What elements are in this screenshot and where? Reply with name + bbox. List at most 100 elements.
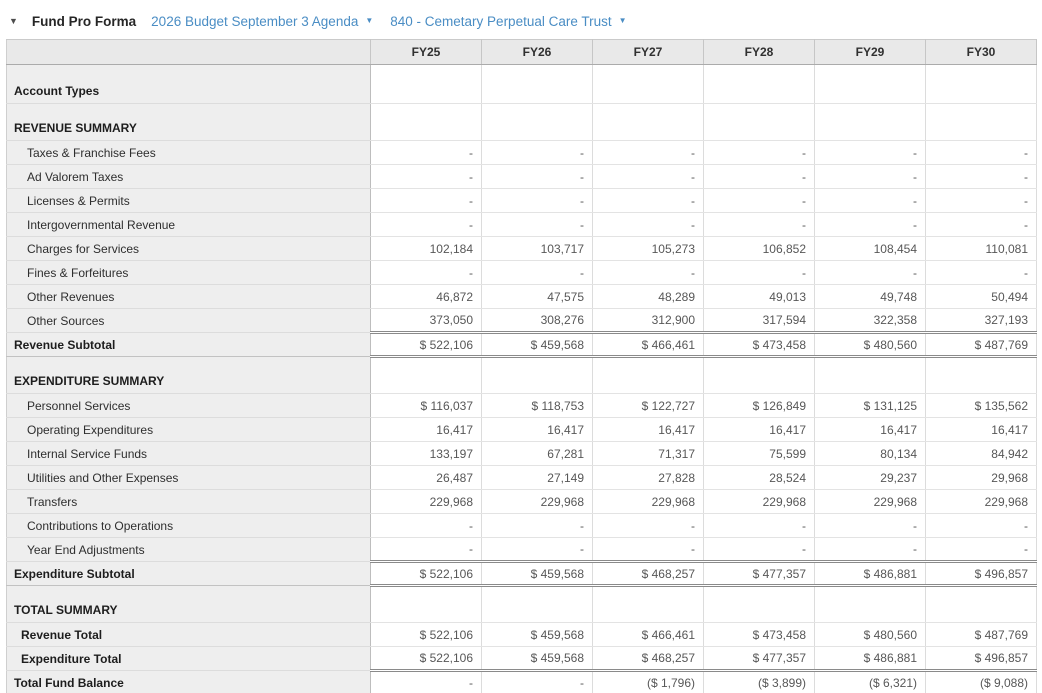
cell-fy29: 29,237 (814, 465, 926, 490)
table-row-other-revenues: Other Revenues 46,872 47,575 48,289 49,013 49… (6, 284, 1037, 309)
cell-fy26: $ 459,568 (481, 646, 593, 671)
cell-fy27: 48,289 (592, 284, 704, 309)
cell-fy28: 16,417 (703, 417, 815, 442)
cell-fy25: $ 522,106 (370, 331, 482, 358)
cell-fy27: $ 122,727 (592, 393, 704, 418)
row-label: Intergovernmental Revenue (6, 212, 371, 237)
table-row-expenditure-summary: EXPENDITURE SUMMARY (6, 356, 1037, 394)
column-header-fy28: FY28 (703, 39, 815, 65)
cell-fy26: $ 459,568 (481, 622, 593, 647)
chevron-down-icon: ▼ (365, 16, 374, 25)
cell-fy27: $ 466,461 (592, 622, 704, 647)
toolbar: ▼ Fund Pro Forma 2026 Budget September 3… (0, 0, 1042, 32)
cell-fy30: ($ 9,088) (925, 669, 1037, 693)
cell-fy30: 16,417 (925, 417, 1037, 442)
cell-fy25: 26,487 (370, 465, 482, 490)
cell-fy27 (592, 103, 704, 141)
column-header-fy29: FY29 (814, 39, 926, 65)
cell-fy29: $ 486,881 (814, 646, 926, 671)
row-label: Fines & Forfeitures (6, 260, 371, 285)
cell-fy29: - (814, 513, 926, 538)
cell-fy29: 49,748 (814, 284, 926, 309)
cell-fy28 (703, 585, 815, 623)
cell-fy30: 50,494 (925, 284, 1037, 309)
row-label: Personnel Services (6, 393, 371, 418)
cell-fy26: - (481, 212, 593, 237)
cell-fy29: 80,134 (814, 441, 926, 466)
cell-fy26: 103,717 (481, 236, 593, 261)
cell-fy28: 229,968 (703, 489, 815, 514)
cell-fy28: $ 473,458 (703, 331, 815, 358)
cell-fy27: 105,273 (592, 236, 704, 261)
cell-fy29: $ 480,560 (814, 331, 926, 358)
row-label: Year End Adjustments (6, 537, 371, 562)
fund-pro-forma-table: FY25 FY26 FY27 FY28 FY29 FY30 Account Types RE… (6, 39, 1037, 693)
cell-fy25: 16,417 (370, 417, 482, 442)
cell-fy26: 67,281 (481, 441, 593, 466)
cell-fy27: $ 466,461 (592, 331, 704, 358)
row-label: EXPENDITURE SUMMARY (6, 356, 371, 394)
cell-fy30: - (925, 260, 1037, 285)
cell-fy25: 229,968 (370, 489, 482, 514)
cell-fy28 (703, 64, 815, 104)
cell-fy29: 108,454 (814, 236, 926, 261)
cell-fy27: 27,828 (592, 465, 704, 490)
table-row-expenditure-total: Expenditure Total $ 522,106 $ 459,568 $ 468… (6, 646, 1037, 671)
row-label: REVENUE SUMMARY (6, 103, 371, 141)
column-header-fy26: FY26 (481, 39, 593, 65)
page-title: Fund Pro Forma (31, 13, 137, 29)
cell-fy26: 47,575 (481, 284, 593, 309)
cell-fy25: - (370, 164, 482, 189)
cell-fy27 (592, 356, 704, 394)
cell-fy28: 28,524 (703, 465, 815, 490)
cell-fy30: $ 487,769 (925, 622, 1037, 647)
cell-fy25: 373,050 (370, 308, 482, 333)
cell-fy30: $ 487,769 (925, 331, 1037, 358)
cell-fy27: - (592, 164, 704, 189)
cell-fy28: - (703, 537, 815, 562)
cell-fy26: - (481, 164, 593, 189)
cell-fy25: $ 116,037 (370, 393, 482, 418)
cell-fy30: 84,942 (925, 441, 1037, 466)
budget-dropdown[interactable]: 2026 Budget September 3 Agenda ▼ (151, 14, 373, 29)
collapse-caret-icon[interactable]: ▼ (9, 15, 18, 26)
cell-fy28: $ 473,458 (703, 622, 815, 647)
row-label: Other Revenues (6, 284, 371, 309)
cell-fy25: - (370, 260, 482, 285)
cell-fy29: $ 480,560 (814, 622, 926, 647)
table-row-internal-service-funds: Internal Service Funds 133,197 67,281 71,31… (6, 441, 1037, 466)
fund-dropdown[interactable]: 840 - Cemetary Perpetual Care Trust ▼ (390, 14, 626, 29)
row-label: TOTAL SUMMARY (6, 585, 371, 623)
cell-fy27: - (592, 188, 704, 213)
cell-fy25 (370, 103, 482, 141)
table-row-utilities-and-other-expenses: Utilities and Other Expenses 26,487 27,149… (6, 465, 1037, 490)
cell-fy29: - (814, 537, 926, 562)
table-row-transfers: Transfers 229,968 229,968 229,968 229,968 229… (6, 489, 1037, 514)
cell-fy30: - (925, 212, 1037, 237)
row-label: Transfers (6, 489, 371, 514)
cell-fy29: - (814, 164, 926, 189)
cell-fy30: 29,968 (925, 465, 1037, 490)
table-row-revenue-total: Revenue Total $ 522,106 $ 459,568 $ 466,461… (6, 622, 1037, 647)
cell-fy26 (481, 64, 593, 104)
cell-fy27: ($ 1,796) (592, 669, 704, 693)
cell-fy28: ($ 3,899) (703, 669, 815, 693)
cell-fy26: $ 459,568 (481, 560, 593, 587)
cell-fy27: - (592, 212, 704, 237)
cell-fy30: - (925, 140, 1037, 165)
cell-fy28 (703, 356, 815, 394)
row-label: Expenditure Total (6, 646, 371, 671)
cell-fy28 (703, 103, 815, 141)
cell-fy25: 133,197 (370, 441, 482, 466)
table-row-total-fund-balance: Total Fund Balance - - ($ 1,796) ($ 3,899) ($… (6, 669, 1037, 693)
cell-fy28: 75,599 (703, 441, 815, 466)
table-row-expenditure-subtotal: Expenditure Subtotal $ 522,106 $ 459,568 $ … (6, 560, 1037, 587)
cell-fy30: - (925, 537, 1037, 562)
table-row-total-summary: TOTAL SUMMARY (6, 585, 1037, 623)
cell-fy25: - (370, 669, 482, 693)
table-body: Account Types REVENUE SUMMARY Taxes & Fran… (6, 64, 1037, 693)
row-label: Charges for Services (6, 236, 371, 261)
table-row-licenses-permits: Licenses & Permits - - - - - - (6, 188, 1037, 213)
cell-fy26: - (481, 513, 593, 538)
row-label: Internal Service Funds (6, 441, 371, 466)
